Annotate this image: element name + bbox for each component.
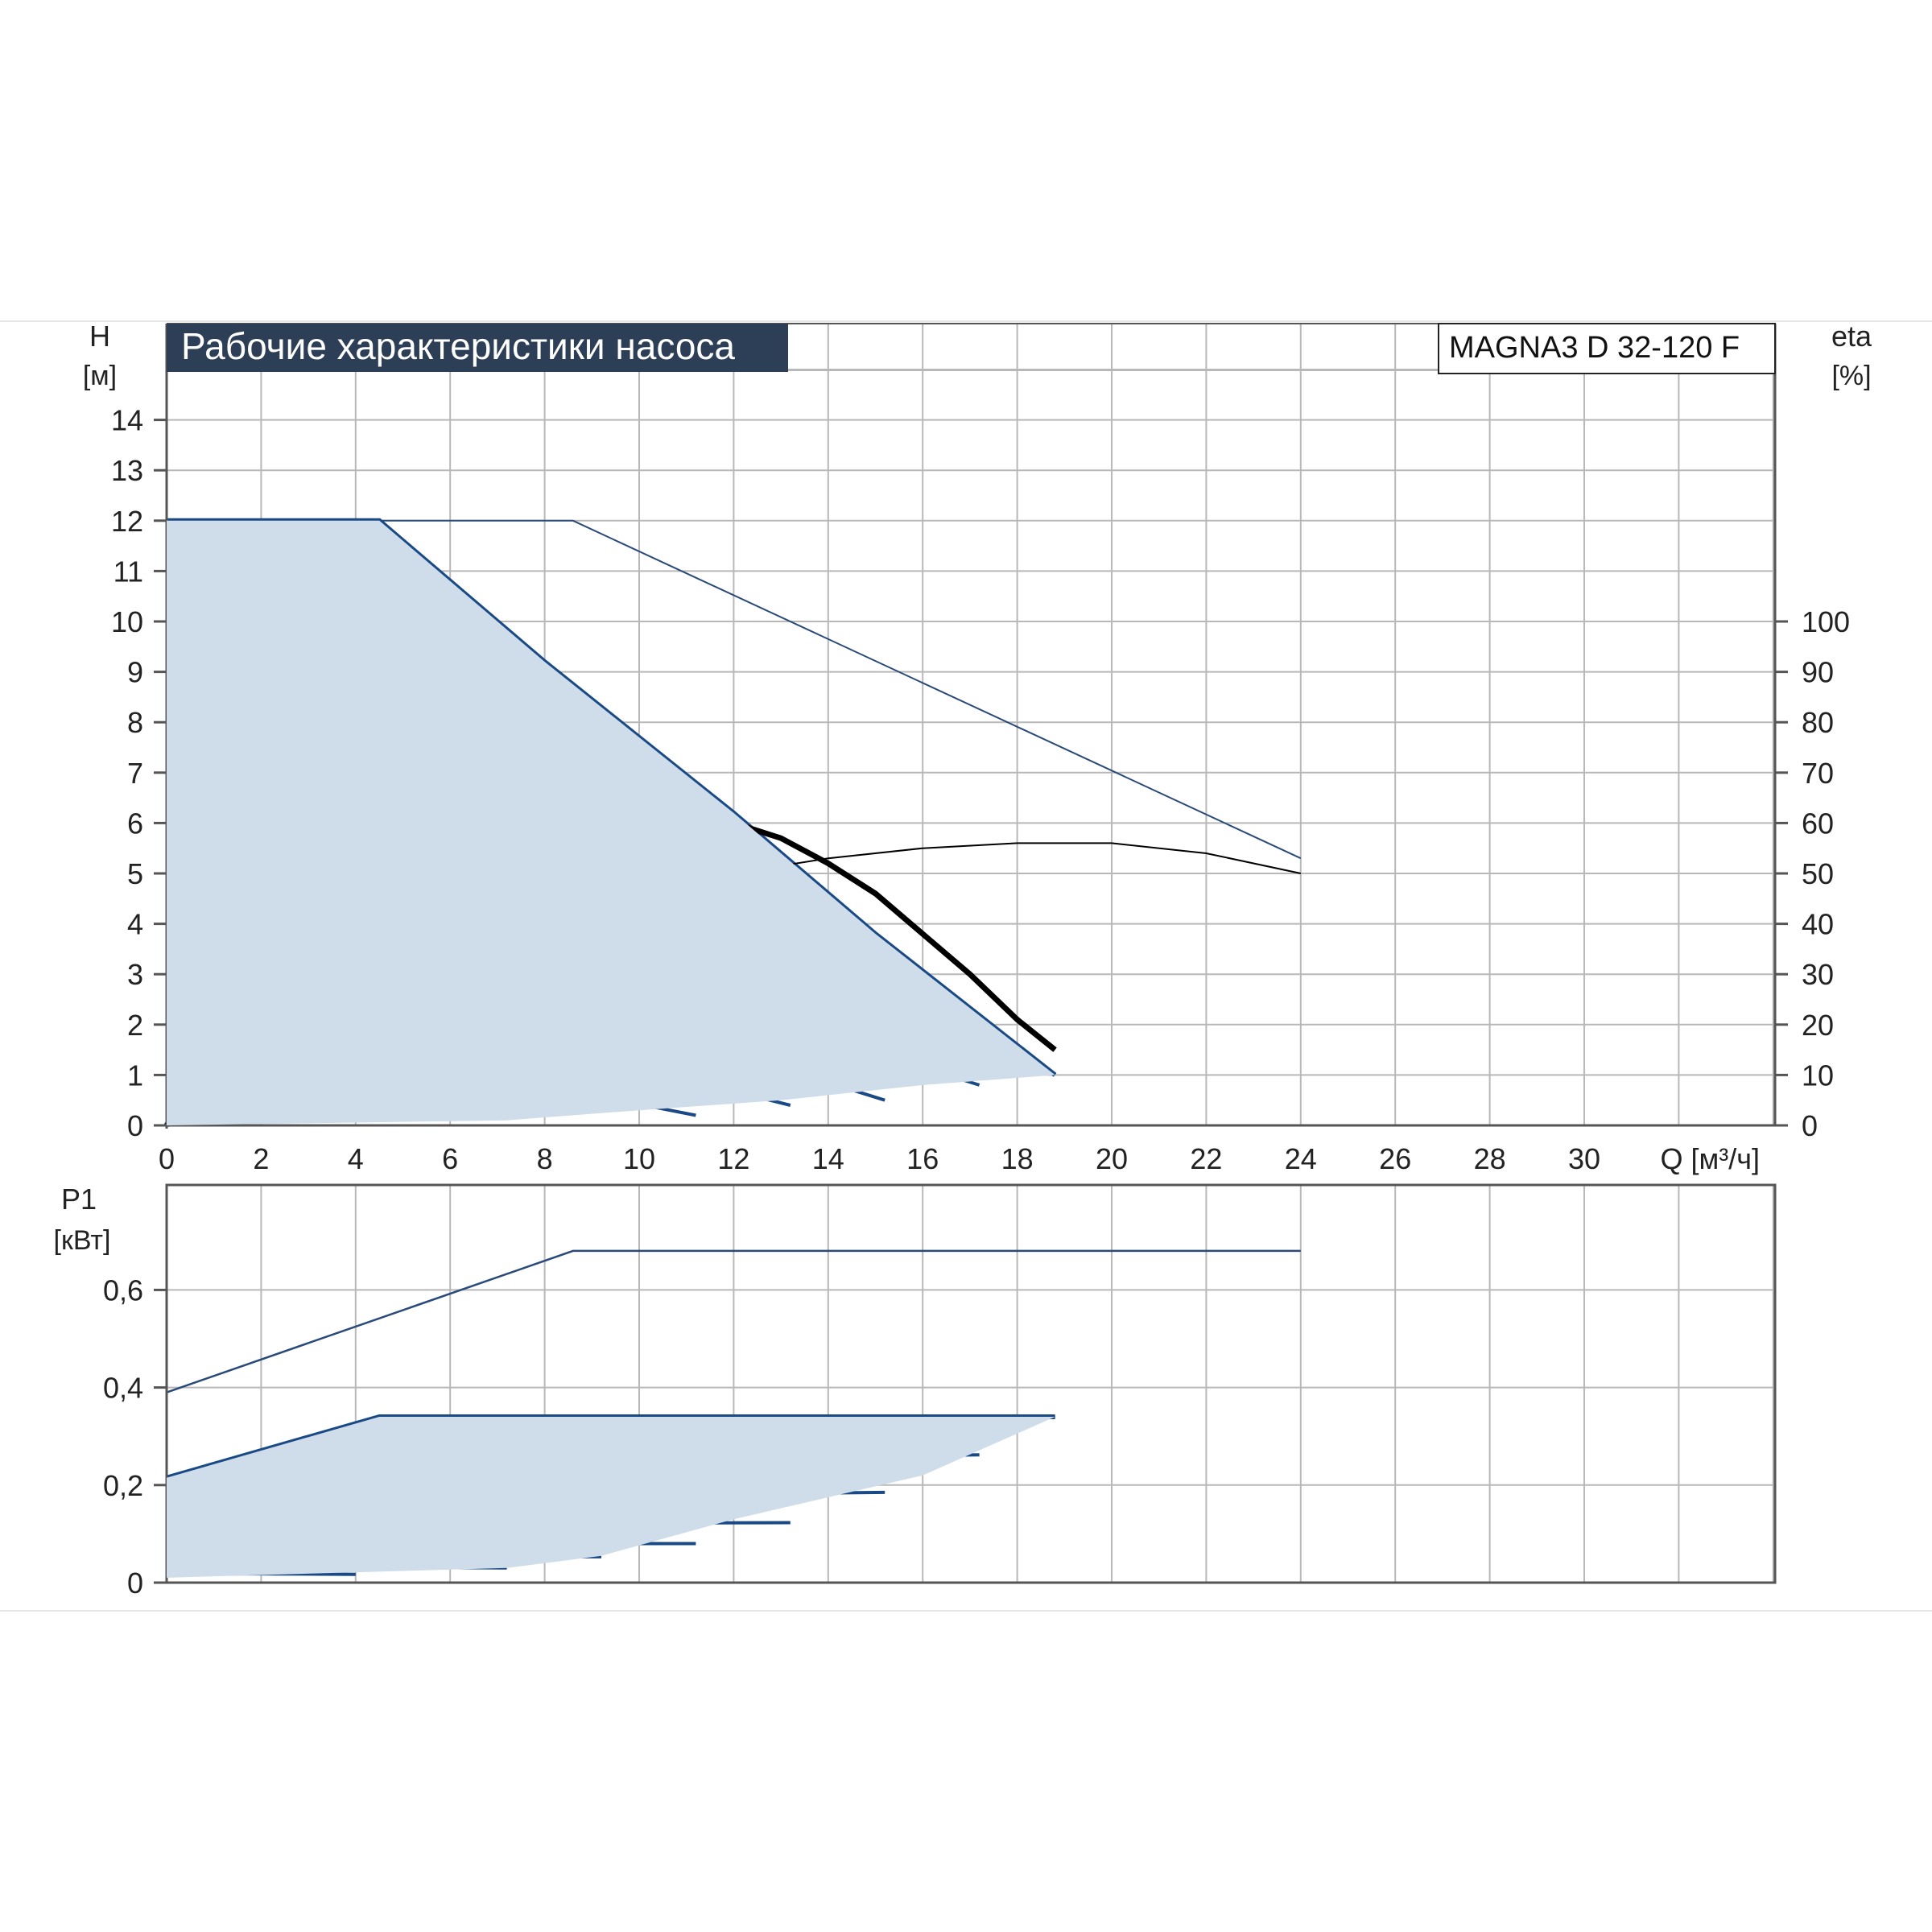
- x-tick-label: 26: [1379, 1142, 1411, 1175]
- y2-tick-label: 30: [1802, 958, 1834, 991]
- power-operating-area-shape: [167, 1417, 1055, 1578]
- x-tick-label: 0: [159, 1142, 175, 1175]
- x-tick-label: 6: [442, 1142, 458, 1175]
- x-tick-label: 2: [253, 1142, 269, 1175]
- model-box: [1438, 323, 1776, 374]
- chart-title: Рабочие характеристики насоса: [181, 325, 735, 367]
- y2-tick-label: 80: [1802, 706, 1834, 739]
- x-tick-label: 10: [623, 1142, 655, 1175]
- x-tick-label: 30: [1568, 1142, 1600, 1175]
- power-max-curve: [166, 1249, 1301, 1393]
- power-y-tick-labels: 0 0,2 0,4 0,6: [103, 1274, 167, 1600]
- title-box: [167, 324, 788, 372]
- head-panel: 0 2 4 6 8 10 12 14 16 18 20 22 24 26 28 30 012345678910…: [83, 320, 1872, 1175]
- power-axis-unit: [кВт]: [54, 1225, 111, 1256]
- bottom-divider: [0, 1610, 1932, 1612]
- y-tick-label: 5: [127, 857, 143, 890]
- power-y-tick-label: 0: [127, 1567, 143, 1600]
- y-tick-label: 0: [127, 1109, 143, 1142]
- x-axis-label: Q [м³/ч]: [1660, 1142, 1760, 1175]
- y-axis-unit: [м]: [83, 361, 117, 391]
- y-tick-label: 14: [111, 404, 143, 437]
- x-tick-label: 28: [1474, 1142, 1506, 1175]
- y-tick-label: 11: [114, 555, 143, 588]
- x-tick-label: 24: [1285, 1142, 1317, 1175]
- y2-axis-label: eta: [1831, 320, 1872, 353]
- y2-tick-label: 40: [1802, 908, 1834, 941]
- y2-tick-label: 60: [1802, 807, 1834, 840]
- y2-tick-label: 70: [1802, 757, 1834, 790]
- y-tick-label: 2: [127, 1009, 143, 1042]
- y2-tick-label: 50: [1802, 857, 1834, 890]
- y2-tick-labels: 0 10 20 30 40 50 60 70 80 90 100: [1775, 605, 1850, 1142]
- x-tick-labels: 0 2 4 6 8 10 12 14 16 18 20 22 24 26 28 30: [159, 1142, 1600, 1175]
- x-tick-label: 12: [717, 1142, 749, 1175]
- y2-axis-unit: [%]: [1831, 361, 1871, 391]
- y-tick-label: 12: [111, 505, 143, 538]
- power-y-tick-label: 0,4: [103, 1372, 143, 1405]
- power-y-tick-label: 0,2: [103, 1469, 143, 1502]
- y-tick-label: 13: [111, 454, 143, 487]
- x-tick-label: 20: [1096, 1142, 1128, 1175]
- y-tick-label: 7: [127, 757, 143, 790]
- y2-tick-label: 100: [1802, 605, 1850, 638]
- power-frame: [165, 1183, 1777, 1584]
- power-axis-label: P1: [61, 1183, 97, 1216]
- y-tick-label: 9: [127, 656, 143, 689]
- y-tick-label: 4: [127, 908, 143, 941]
- head-operating-area-shape: [167, 520, 1055, 1125]
- x-tick-label: 8: [537, 1142, 553, 1175]
- y-tick-label: 10: [111, 605, 143, 638]
- y2-tick-label: 20: [1802, 1009, 1834, 1042]
- power-y-tick-label: 0,6: [103, 1274, 143, 1307]
- y2-tick-label: 90: [1802, 656, 1834, 689]
- y2-tick-label: 10: [1802, 1059, 1834, 1092]
- model-label: MAGNA3 D 32-120 F: [1449, 331, 1740, 365]
- power-panel: 0 0,2 0,4 0,6 P1 [кВт]: [54, 1183, 1777, 1600]
- y-tick-label: 8: [127, 706, 143, 739]
- top-divider: [0, 320, 1932, 322]
- x-tick-label: 4: [348, 1142, 364, 1175]
- x-tick-label: 16: [906, 1142, 939, 1175]
- y-tick-label: 3: [127, 958, 143, 991]
- x-tick-label: 18: [1001, 1142, 1034, 1175]
- y-tick-label: 1: [127, 1059, 143, 1092]
- y-tick-label: 6: [127, 807, 143, 840]
- y2-tick-label: 0: [1802, 1109, 1818, 1142]
- x-tick-label: 22: [1190, 1142, 1222, 1175]
- power-frame-rect: [165, 1183, 1777, 1584]
- x-tick-label: 14: [812, 1142, 844, 1175]
- y-axis-label: H: [89, 320, 110, 353]
